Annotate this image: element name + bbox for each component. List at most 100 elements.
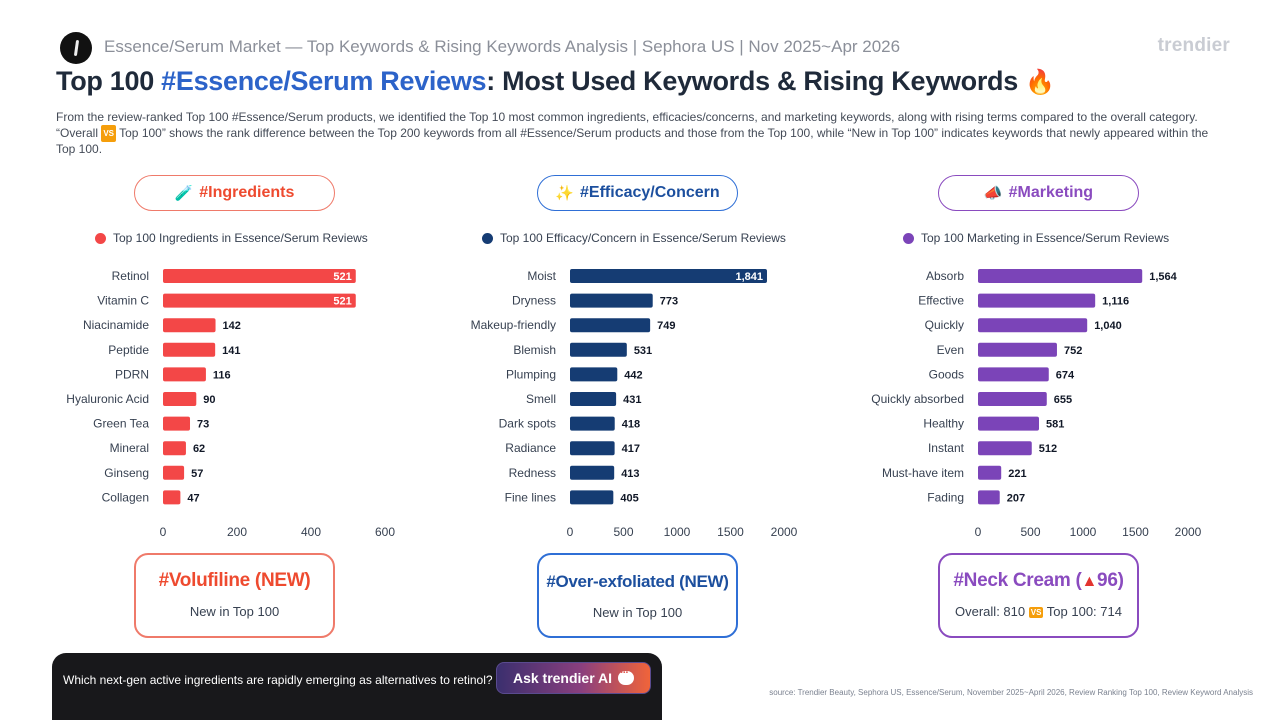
efficacy-category-label: Plumping [506, 367, 556, 381]
ingredients-category-label: Green Tea [93, 417, 149, 431]
top100-value: Top 100: 714 [1046, 604, 1122, 619]
highlight-ingredients-title: #Volufiline (NEW) [158, 570, 311, 591]
test-tube-icon: 🧪 [174, 185, 194, 202]
marketing-category-label: Healthy [923, 417, 964, 431]
header-subtitle: Essence/Serum Market — Top Keywords & Ri… [104, 37, 901, 56]
marketing-value-label: 752 [1064, 345, 1082, 357]
efficacy-category-label: Radiance [505, 441, 556, 455]
ask-bar: Which next-gen active ingredients are ra… [52, 653, 662, 720]
efficacy-bar [570, 416, 615, 431]
efficacy-bar [570, 342, 627, 357]
legend-marketing: Top 100 Marketing in Essence/Serum Revie… [903, 231, 1169, 245]
efficacy-bar [570, 441, 615, 456]
efficacy-category-label: Dark spots [499, 417, 556, 431]
marketing-value-label: 221 [1008, 468, 1026, 480]
sephora-logo [60, 32, 92, 64]
efficacy-value-label: 749 [657, 320, 675, 332]
ingredients-bar [163, 490, 181, 505]
highlight-efficacy-title: #Over-exfoliated (NEW) [546, 572, 729, 591]
highlight-marketing-sub: Overall: 810 VS Top 100: 714 [940, 604, 1137, 619]
ask-question[interactable]: Which next-gen active ingredients are ra… [63, 673, 493, 687]
overall-value: Overall: 810 [955, 604, 1026, 619]
marketing-bar [978, 342, 1057, 357]
efficacy-category-label: Fine lines [505, 490, 556, 504]
ingredients-category-label: PDRN [115, 367, 149, 381]
highlight-efficacy-sub: New in Top 100 [592, 605, 683, 620]
ingredients-value-label: 521 [333, 271, 351, 283]
ingredients-bar [163, 269, 356, 283]
highlight-marketing-title: #Neck Cream (▲96) [940, 570, 1137, 592]
description: From the review-ranked Top 100 #Essence/… [56, 110, 1230, 157]
efficacy-tick-label: 1000 [664, 525, 691, 539]
description-part1: From the review-ranked Top 100 #Essence/… [56, 110, 1198, 140]
vs-badge: VS [101, 125, 117, 142]
pill-efficacy-label: #Efficacy/Concern [580, 184, 720, 201]
marketing-category-label: Instant [928, 441, 965, 455]
ingredients-category-label: Hyaluronic Acid [66, 392, 149, 406]
ingredients-category-label: Ginseng [104, 466, 149, 480]
vs-badge: VS [1028, 607, 1044, 618]
ingredients-bar [163, 367, 206, 382]
pill-efficacy[interactable]: ✨ #Efficacy/Concern [537, 175, 738, 211]
title-accent: #Essence/Serum Reviews [161, 66, 487, 96]
efficacy-bar [570, 293, 653, 308]
ingredients-tick-label: 200 [227, 525, 247, 539]
marketing-tick-label: 2000 [1175, 525, 1202, 539]
efficacy-category-label: Makeup-friendly [471, 318, 556, 332]
highlight-ingredients-sub: New in Top 100 [189, 604, 280, 619]
ingredients-bar [163, 293, 356, 308]
marketing-category-label: Effective [918, 294, 964, 308]
efficacy-category-label: Moist [527, 269, 556, 283]
ingredients-category-label: Retinol [112, 269, 149, 283]
highlight-efficacy: #Over-exfoliated (NEW) New in Top 100 [537, 553, 738, 638]
marketing-value-label: 1,116 [1102, 296, 1129, 308]
pill-ingredients[interactable]: 🧪 #Ingredients [134, 175, 335, 211]
marketing-bar [978, 293, 1096, 308]
marketing-bar [978, 367, 1049, 382]
marketing-bar [978, 465, 1002, 480]
efficacy-bar [570, 367, 618, 382]
title-prefix: Top 100 [56, 66, 162, 96]
marketing-value-label: 207 [1007, 492, 1025, 504]
source-note: source: Trendier Beauty, Sephora US, Ess… [769, 688, 1253, 697]
efficacy-value-label: 531 [634, 345, 652, 357]
ingredients-value-label: 57 [191, 468, 203, 480]
marketing-value-label: 1,040 [1094, 320, 1122, 332]
efficacy-value-label: 413 [621, 468, 639, 480]
ingredients-tick-label: 0 [160, 525, 167, 539]
ask-trendier-ai-button[interactable]: Ask trendier AI [496, 662, 651, 694]
fire-icon: 🔥 [1025, 69, 1055, 96]
efficacy-value-label: 405 [620, 492, 638, 504]
legend-dot [95, 232, 106, 244]
brand-name[interactable]: trendier [1157, 35, 1230, 56]
bar-charts: Retinol 521 Vitamin C 521 Niacinamide 142 Pept… [66, 269, 1202, 539]
ingredients-tick-label: 600 [375, 525, 395, 539]
efficacy-bar [570, 490, 614, 505]
legend-marketing-label: Top 100 Marketing in Essence/Serum Revie… [921, 231, 1170, 245]
ingredients-category-label: Mineral [110, 441, 149, 455]
description-part2: Top 100” shows the rank difference betwe… [56, 126, 1209, 156]
megaphone-icon: 📣 [983, 185, 1003, 202]
marketing-value-label: 1,564 [1149, 271, 1177, 283]
legend-dot [903, 232, 914, 244]
efficacy-bar [570, 465, 615, 480]
ingredients-bar [163, 392, 197, 406]
marketing-tick-label: 0 [975, 525, 982, 539]
efficacy-category-label: Blemish [513, 343, 556, 357]
legend-ingredients-label: Top 100 Ingredients in Essence/Serum Rev… [113, 231, 368, 245]
ingredients-bar [163, 416, 191, 431]
ingredients-value-label: 142 [223, 320, 241, 332]
ingredients-category-label: Collagen [102, 490, 149, 504]
marketing-bar [978, 416, 1040, 431]
ingredients-bar [163, 318, 216, 333]
highlight-marketing: #Neck Cream (▲96) Overall: 810 VS Top 10… [938, 553, 1139, 638]
highlight-marketing-value: 96 [1097, 570, 1118, 591]
marketing-value-label: 674 [1056, 369, 1075, 381]
marketing-value-label: 581 [1046, 419, 1064, 431]
efficacy-category-label: Smell [526, 392, 556, 406]
ingredients-value-label: 141 [222, 345, 240, 357]
pill-marketing[interactable]: 📣 #Marketing [938, 175, 1139, 211]
efficacy-bar [570, 269, 767, 283]
marketing-bar [978, 318, 1088, 333]
marketing-category-label: Even [937, 343, 964, 357]
